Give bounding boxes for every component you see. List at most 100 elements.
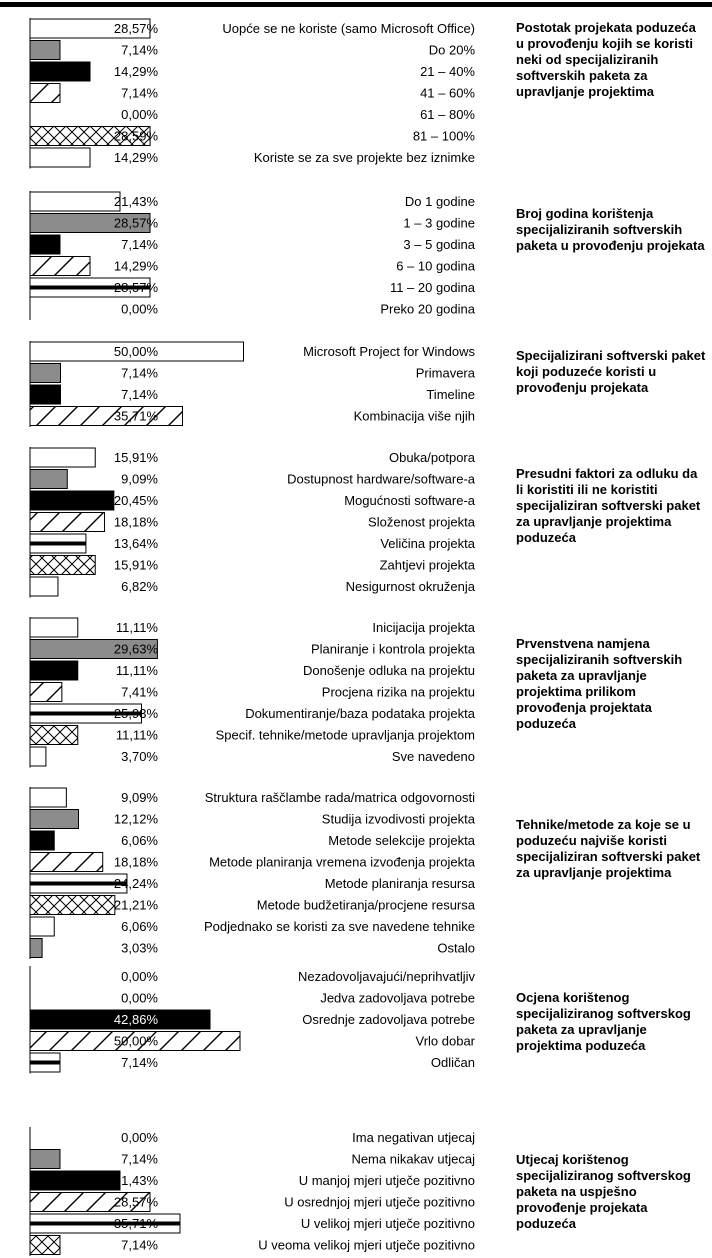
bar	[29, 1192, 151, 1212]
value-label: 18,18%	[114, 855, 159, 870]
value-label: 20,45%	[114, 493, 159, 508]
value-label: 7,14%	[121, 237, 158, 252]
bar	[29, 61, 91, 82]
value-label: 15,91%	[114, 558, 159, 573]
bar	[29, 938, 43, 958]
bar	[29, 40, 61, 60]
category-label: 41 – 60%	[420, 86, 475, 101]
category-label: U osrednjoj mjeri utječe pozitivno	[284, 1195, 475, 1210]
category-label: Preko 20 godina	[380, 302, 475, 317]
value-label: 13,64%	[114, 536, 159, 551]
category-label: Struktura raščlambe rada/matrica odgovor…	[205, 790, 475, 805]
category-label: Zahtjevi projekta	[380, 558, 476, 573]
chart-2: 21,43% Do 1 godine 28,57% 1 – 3 godine 7,14%…	[29, 191, 476, 320]
bar	[29, 1031, 241, 1051]
category-label: Uopće se ne koriste (samo Microsoft Offi…	[222, 21, 475, 36]
category-label: Metode selekcije projekta	[328, 833, 475, 848]
chart-8: 0,00% Ima negativan utjecaj 7,14% Nema nika…	[29, 1127, 475, 1256]
value-label: 0,00%	[121, 991, 158, 1006]
bar	[29, 126, 151, 146]
value-label: 6,06%	[121, 919, 158, 934]
value-label: 28,57%	[114, 280, 159, 295]
category-label: Osrednje zadovoljava potrebe	[302, 1012, 475, 1027]
value-label: 7,41%	[121, 685, 158, 700]
category-label: Kombinacija više njih	[354, 409, 475, 424]
value-label: 14,29%	[114, 259, 159, 274]
value-label: 11,11%	[116, 620, 159, 635]
value-label: 0,00%	[121, 969, 158, 984]
bar	[29, 852, 104, 872]
bar	[29, 512, 106, 532]
value-label: 28,57%	[114, 216, 159, 231]
bar	[29, 639, 158, 659]
category-label: 1 – 3 godine	[403, 216, 475, 231]
bar	[29, 660, 79, 681]
bar	[29, 341, 244, 362]
chart-title: Prvenstvena namjena specijaliziranih sof…	[516, 636, 683, 731]
value-label: 11,11%	[116, 728, 159, 743]
value-label: 28,57%	[114, 1195, 159, 1210]
value-label: 21,43%	[114, 194, 159, 209]
bar	[29, 617, 79, 638]
category-label: Dostupnost hardware/software-a	[287, 472, 476, 487]
category-label: 11 – 20 godina	[390, 280, 476, 295]
bar	[29, 1170, 121, 1191]
value-label: 29,63%	[114, 642, 159, 657]
category-label: Procjena rizika na projektu	[322, 685, 475, 700]
value-label: 12,12%	[114, 812, 159, 827]
category-label: Nema nikakav utjecaj	[351, 1152, 475, 1167]
category-label: Nezadovoljavajući/neprihvatljiv	[298, 969, 476, 984]
value-label: 50,00%	[114, 1034, 159, 1049]
value-label: 28,59%	[114, 129, 159, 144]
value-label: 7,14%	[121, 1238, 158, 1253]
chart-title: Postotak projekata poduzeća u provođenju…	[516, 20, 696, 99]
chart-title: Specijalizirani softverski paket koji po…	[516, 348, 706, 395]
value-label: 0,00%	[121, 107, 158, 122]
value-label: 7,14%	[121, 86, 158, 101]
category-label: U manjoj mjeri utječe pozitivno	[299, 1173, 475, 1188]
value-label: 15,91%	[114, 450, 159, 465]
value-label: 6,06%	[121, 833, 158, 848]
bar	[29, 916, 55, 937]
category-label: Sve navedeno	[392, 749, 475, 764]
bar	[29, 809, 79, 829]
value-label: 35,71%	[114, 1216, 159, 1231]
value-label: 9,09%	[121, 472, 158, 487]
category-label: Metode planiranja resursa	[325, 876, 476, 891]
bar	[29, 1149, 61, 1169]
value-label: 21,21%	[114, 898, 159, 913]
chart-title: Presudni faktori za odluku da li koristi…	[516, 466, 701, 545]
bar-stripe	[30, 1060, 60, 1065]
category-label: Do 20%	[429, 43, 476, 58]
value-label: 0,00%	[121, 302, 158, 317]
value-label: 3,03%	[121, 941, 158, 956]
bar	[29, 384, 61, 405]
category-label: Specif. tehnike/metode upravljanja proje…	[216, 728, 475, 743]
category-label: Jedva zadovoljava potrebe	[320, 991, 475, 1006]
bar	[29, 234, 61, 255]
value-label: 9,09%	[121, 790, 158, 805]
value-label: 7,14%	[121, 43, 158, 58]
category-label: Odličan	[431, 1055, 475, 1070]
bar	[29, 406, 183, 426]
category-label: Nesigurnost okruženja	[346, 579, 476, 594]
bar	[29, 576, 59, 597]
bar-stripe	[30, 881, 127, 886]
category-label: Ostalo	[437, 941, 475, 956]
value-label: 25,93%	[114, 706, 159, 721]
value-label: 18,18%	[114, 515, 159, 530]
bar	[29, 746, 47, 767]
category-label: Primavera	[416, 366, 476, 381]
chart-title: Broj godina korištenja specijaliziranih …	[516, 206, 705, 253]
chart-6: 9,09% Struktura raščlambe rada/matrica od…	[29, 787, 476, 959]
value-label: 24,24%	[114, 876, 159, 891]
value-label: 21,43%	[114, 1173, 159, 1188]
bar	[29, 787, 67, 808]
bar	[29, 490, 115, 511]
top-rule	[0, 2, 712, 7]
chart-7: 0,00% Nezadovoljavajući/neprihvatljiv 0,00…	[29, 966, 476, 1074]
chart-4: 15,91% Obuka/potpora 9,09% Dostupnost hardw…	[29, 447, 476, 598]
bar-stripe	[30, 541, 86, 546]
category-label: 61 – 80%	[420, 107, 475, 122]
value-label: 7,14%	[121, 1152, 158, 1167]
